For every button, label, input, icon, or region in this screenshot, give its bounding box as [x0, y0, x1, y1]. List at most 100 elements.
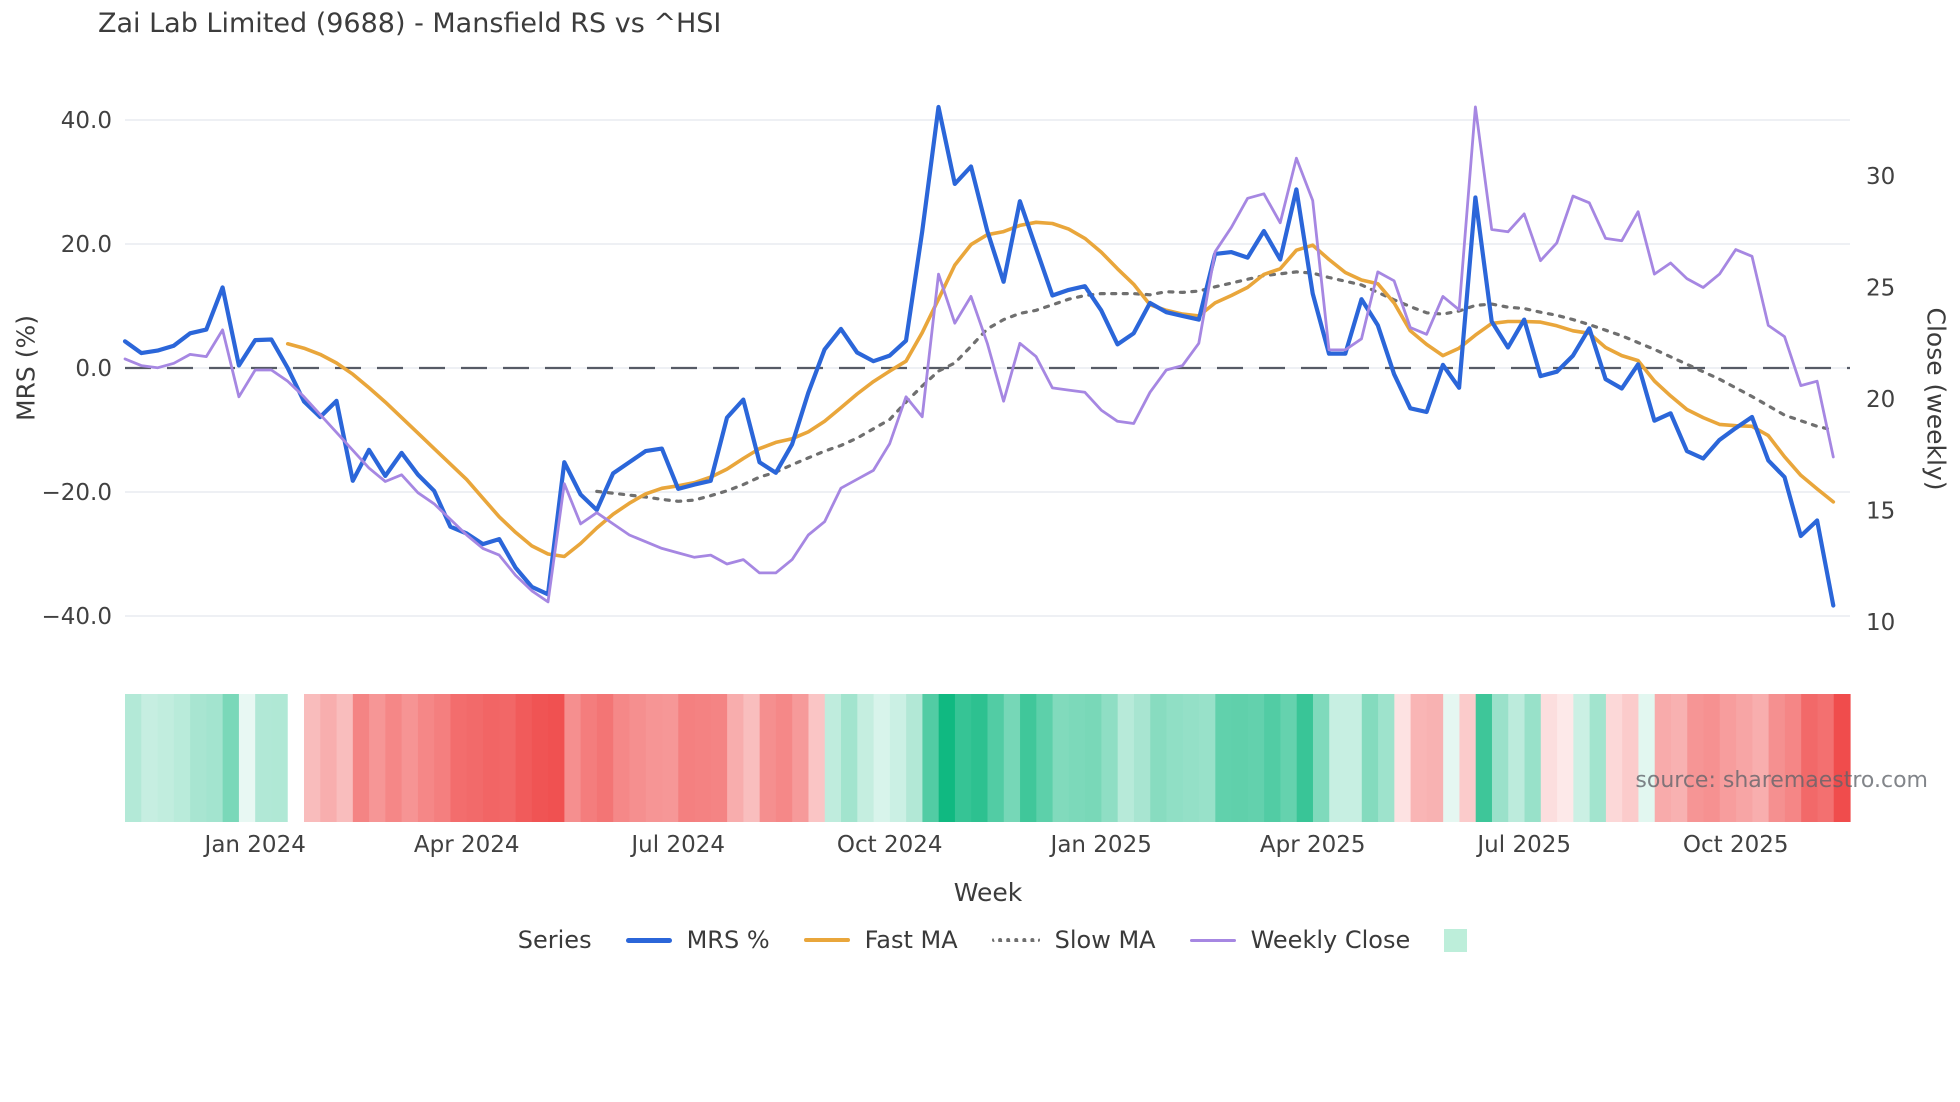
x-axis-tick-label: Apr 2025 [1260, 832, 1366, 858]
heatmap-cell [271, 694, 289, 822]
heatmap-cell [1410, 694, 1428, 822]
heatmap-cell [759, 694, 777, 822]
heatmap-cell [1524, 694, 1542, 822]
heatmap-cell [1605, 694, 1623, 822]
left-axis-tick-label: −20.0 [42, 480, 112, 506]
heatmap-cell [889, 694, 907, 822]
heatmap-cell [792, 694, 810, 822]
x-axis-tick-label: Oct 2024 [837, 832, 943, 858]
series-weekly-close [123, 105, 1835, 604]
heatmap-cell [483, 694, 500, 822]
heatmap-cell [1638, 694, 1656, 822]
heatmap-cell [173, 694, 191, 822]
right-axis-tick-label: 30 [1866, 164, 1895, 190]
heatmap-cell [1361, 694, 1379, 822]
heatmap-cell [954, 694, 972, 822]
heatmap-cell [1622, 694, 1640, 822]
heatmap-cell [1719, 694, 1737, 822]
heatmap-cell [1117, 694, 1135, 822]
heatmap-cell [1036, 694, 1054, 822]
heatmap-cell [141, 694, 159, 822]
heatmap-cell [531, 694, 549, 822]
heatmap-cell [775, 694, 793, 822]
heatmap-cell [824, 694, 842, 822]
heatmap-cell [1589, 694, 1607, 822]
x-axis-title: Week [953, 878, 1023, 907]
heatmap-cell [1443, 694, 1461, 822]
legend-item-slow-ma: Slow MA [991, 926, 1156, 954]
fast-ma-line-swatch-icon [803, 938, 850, 942]
heatmap-cell [596, 694, 614, 822]
right-axis-tick-label: 15 [1866, 499, 1895, 525]
heatmap-cell [1133, 694, 1151, 822]
heatmap-cell [1247, 694, 1265, 822]
heatmap-cell [694, 694, 712, 822]
x-axis-tick-label: Apr 2024 [414, 832, 520, 858]
heatmap-cell [206, 694, 224, 822]
x-axis-tick-label: Jul 2024 [629, 832, 725, 858]
legend: Series MRS % Fast MA Slow MA Weekly Clos… [0, 926, 1960, 954]
heatmap-cell [499, 694, 517, 822]
x-axis-tick-label: Oct 2025 [1683, 832, 1789, 858]
heatmap-cell [613, 694, 631, 822]
heatmap-cell [222, 694, 240, 822]
heatmap-cell [971, 694, 989, 822]
legend-item-label: Weekly Close [1250, 926, 1411, 954]
heatmap-cell [841, 694, 858, 822]
heatmap-cell [466, 694, 484, 822]
heatmap-cell [1150, 694, 1168, 822]
x-axis-tick-label: Jan 2024 [203, 832, 306, 858]
heatmap-cell [1101, 694, 1119, 822]
left-axis-tick-label: −40.0 [42, 604, 112, 630]
heatmap-cell [678, 694, 696, 822]
legend-item-heatmap [1444, 928, 1482, 952]
heatmap-cell [336, 694, 354, 822]
heatmap-cell [1199, 694, 1216, 822]
right-axis-tick-label: 25 [1866, 276, 1895, 302]
slow-ma-dotted-swatch-icon [991, 938, 1040, 942]
series-fast-ma [285, 220, 1836, 559]
heatmap-cell [548, 694, 565, 822]
chart-title: Zai Lab Limited (9688) - Mansfield RS vs… [98, 8, 722, 39]
legend-title: Series [517, 926, 592, 954]
heatmap-cell [987, 694, 1005, 822]
heatmap-cell [385, 694, 403, 822]
series-mrs- [122, 104, 1836, 608]
heatmap-cell [1670, 694, 1688, 822]
heatmap-cell [1557, 694, 1574, 822]
heatmap-cell [1394, 694, 1412, 822]
weekly-close-line-swatch-icon [1189, 938, 1236, 942]
heatmap-cell [938, 694, 956, 822]
source-credit: source: sharemaestro.com [1635, 768, 1928, 793]
heatmap-cell [157, 694, 175, 822]
legend-item-label: Slow MA [1054, 926, 1156, 954]
heatmap-cell [1540, 694, 1558, 822]
x-axis-tick-label: Jul 2025 [1475, 832, 1571, 858]
heatmap-cell [1491, 694, 1509, 822]
heatmap-cell [1003, 694, 1021, 822]
heatmap-cell [1312, 694, 1330, 822]
heatmap-cell [287, 694, 305, 822]
heatmap-cell [417, 694, 435, 822]
heatmap-cell [645, 694, 663, 822]
heatmap-cell [1052, 694, 1070, 822]
heatmap-cell [710, 694, 728, 822]
heatmap-cell [808, 694, 826, 822]
heatmap-patch-swatch-icon [1444, 928, 1468, 952]
heatmap-cell [1768, 694, 1786, 822]
heatmap-cell [1378, 694, 1395, 822]
series-slow-ma [595, 270, 1835, 503]
heatmap-cell [1817, 694, 1835, 822]
heatmap-cell [1215, 694, 1233, 822]
heatmap-cell [1085, 694, 1103, 822]
left-axis-tick-label: 40.0 [61, 108, 112, 134]
heatmap-cell [1426, 694, 1444, 822]
heatmap-cell [1329, 694, 1347, 822]
heatmap-cell [190, 694, 207, 822]
heatmap-cell [401, 694, 419, 822]
mrs-line-swatch-icon [625, 937, 672, 943]
heatmap-cell [238, 694, 256, 822]
x-axis-tick-label: Jan 2025 [1049, 832, 1152, 858]
